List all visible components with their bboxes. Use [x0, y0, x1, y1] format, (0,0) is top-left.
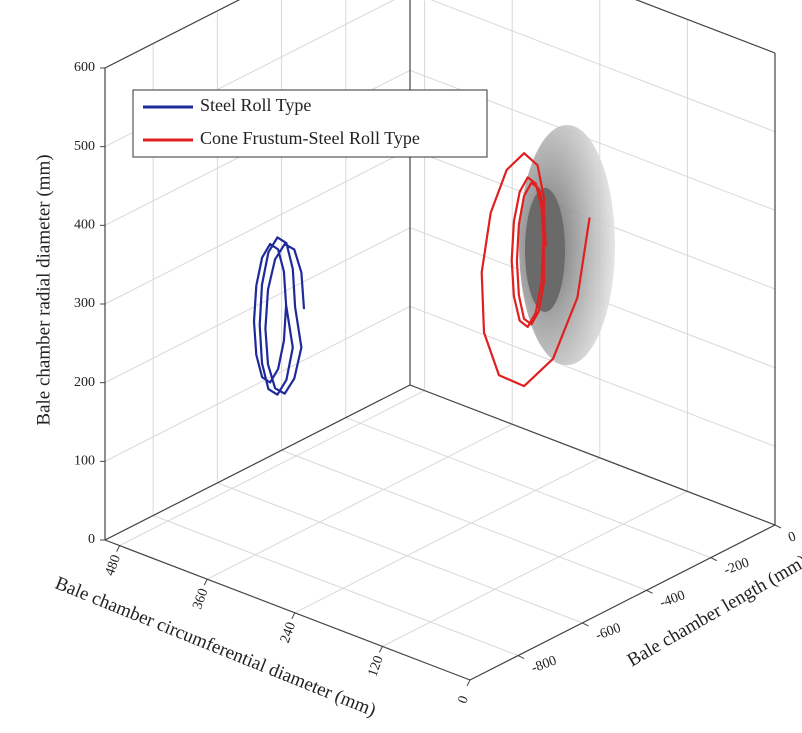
axis-line	[410, 0, 775, 53]
x-tick-label: 240	[278, 620, 299, 645]
tick-mark	[204, 579, 207, 585]
grid-line	[295, 458, 600, 613]
grid-line	[282, 450, 647, 590]
tick-mark	[379, 646, 382, 652]
grid-line	[382, 491, 687, 646]
z-tick-label: 400	[74, 218, 95, 233]
y-tick-label: -400	[658, 588, 687, 611]
axis-line	[105, 385, 410, 540]
cone-frustum-face	[525, 188, 565, 312]
grid-line	[410, 0, 775, 53]
tick-mark	[775, 525, 781, 528]
grid-line	[120, 391, 425, 546]
z-axis-title: Bale chamber radial diameter (mm)	[33, 154, 54, 425]
legend-label: Cone Frustum-Steel Roll Type	[200, 128, 420, 148]
y-tick-label: 0	[786, 529, 798, 545]
z-tick-label: 500	[74, 139, 95, 154]
axis-line	[105, 540, 470, 680]
x-tick-label: 360	[190, 587, 211, 612]
grid-line	[105, 0, 410, 68]
grid-line	[217, 483, 582, 623]
z-tick-label: 100	[74, 454, 95, 469]
chart: 0 100 200 300 400 500 600 0 120 240 360 480 0 -200 -40…	[0, 0, 802, 733]
tick-mark	[292, 613, 295, 619]
x-tick-label: 120	[365, 654, 386, 679]
z-tick-label: 200	[74, 375, 95, 390]
y-tick-label: -200	[722, 556, 751, 579]
tick-mark	[117, 546, 120, 552]
y-tick-label: -800	[529, 653, 558, 676]
y-axis-title: Bale chamber length (mm)	[624, 551, 802, 671]
z-tick-label: 600	[74, 60, 95, 75]
axis-line	[105, 0, 410, 68]
page: 0 100 200 300 400 500 600 0 120 240 360 480 0 -200 -40…	[0, 0, 802, 733]
tick-mark	[711, 558, 717, 561]
grid-line	[105, 306, 410, 461]
x-tick-label: 480	[103, 553, 124, 578]
tick-mark	[647, 590, 653, 593]
tick-mark	[518, 656, 524, 659]
y-tick-label: -600	[594, 621, 623, 644]
grid-line	[346, 418, 711, 558]
series-line	[254, 237, 304, 394]
axis-line	[410, 385, 775, 525]
tick-mark	[582, 623, 588, 626]
z-tick-label: 0	[88, 532, 95, 547]
legend: Steel Roll Type Cone Frustum-Steel Roll …	[133, 90, 487, 157]
tick-mark	[467, 680, 470, 686]
grid-line	[207, 424, 512, 579]
x-tick-label: 0	[455, 694, 471, 706]
legend-label: Steel Roll Type	[200, 95, 311, 115]
z-tick-label: 300	[74, 296, 95, 311]
